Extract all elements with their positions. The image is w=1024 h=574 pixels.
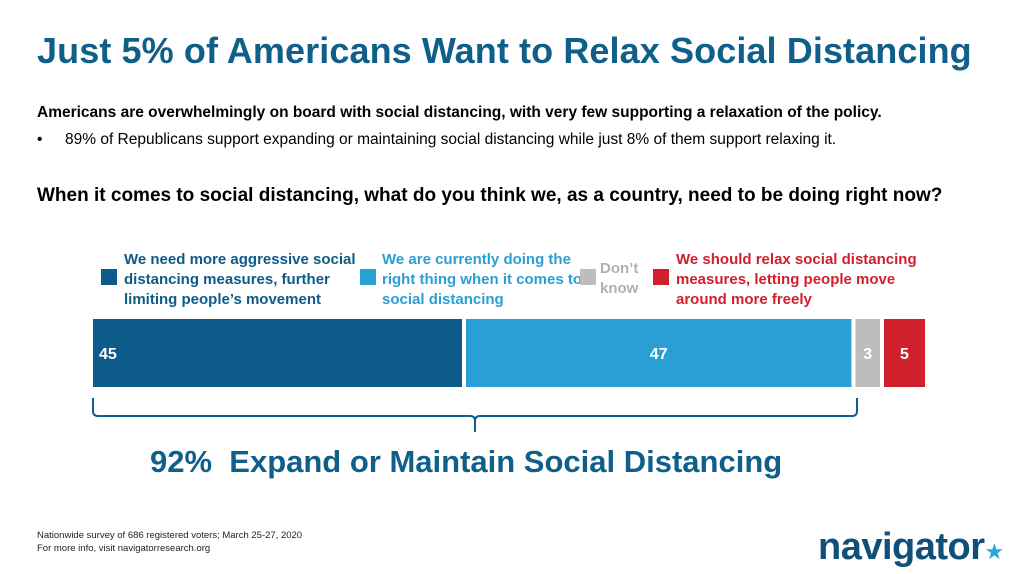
logo-text: navigator [818, 526, 985, 568]
legend-swatch-relax [653, 269, 669, 285]
callout-text: 92% Expand or Maintain Social Distancing [150, 444, 783, 479]
footnote-survey: Nationwide survey of 686 registered vote… [37, 530, 303, 541]
summary-text: Americans are overwhelmingly on board wi… [37, 104, 882, 121]
bullet-marker: • [37, 131, 43, 148]
bullet-text: • 89% of Republicans support expanding or… [37, 131, 836, 149]
bar-right-thing [466, 319, 852, 387]
bullet-content: 89% of Republicans support expanding or … [65, 131, 837, 148]
legend-swatch-more-aggressive [101, 269, 117, 285]
bar-more-aggressive [93, 319, 462, 387]
data-label-relax: 5 [900, 346, 909, 363]
bar-relax [884, 319, 925, 387]
survey-question: When it comes to social distancing, what… [37, 185, 943, 206]
logo-star-mark: ★ [984, 539, 1005, 564]
legend-swatch-dont-know [580, 269, 596, 285]
footnote-link: For more info, visit navigatorresearch.o… [37, 543, 211, 554]
legend-label-more-aggressive: We need more aggressive social distancin… [124, 251, 356, 308]
bar-dont-know [855, 319, 880, 387]
navigator-logo: navigator★ [818, 526, 1004, 569]
expand-maintain-brace [92, 398, 858, 432]
data-label-dont-know: 3 [863, 346, 872, 363]
legend-label-right-thing: We are currently doing the right thing w… [382, 251, 582, 308]
legend-swatch-right-thing [360, 269, 376, 285]
legend-label-relax: We should relax social distancing measur… [676, 251, 917, 308]
page-title: Just 5% of Americans Want to Relax Socia… [37, 30, 972, 71]
legend-label-dont-know: Don’t know [600, 260, 639, 297]
data-label-more-aggressive: 45 [99, 346, 117, 363]
data-label-right-thing: 47 [650, 346, 668, 363]
